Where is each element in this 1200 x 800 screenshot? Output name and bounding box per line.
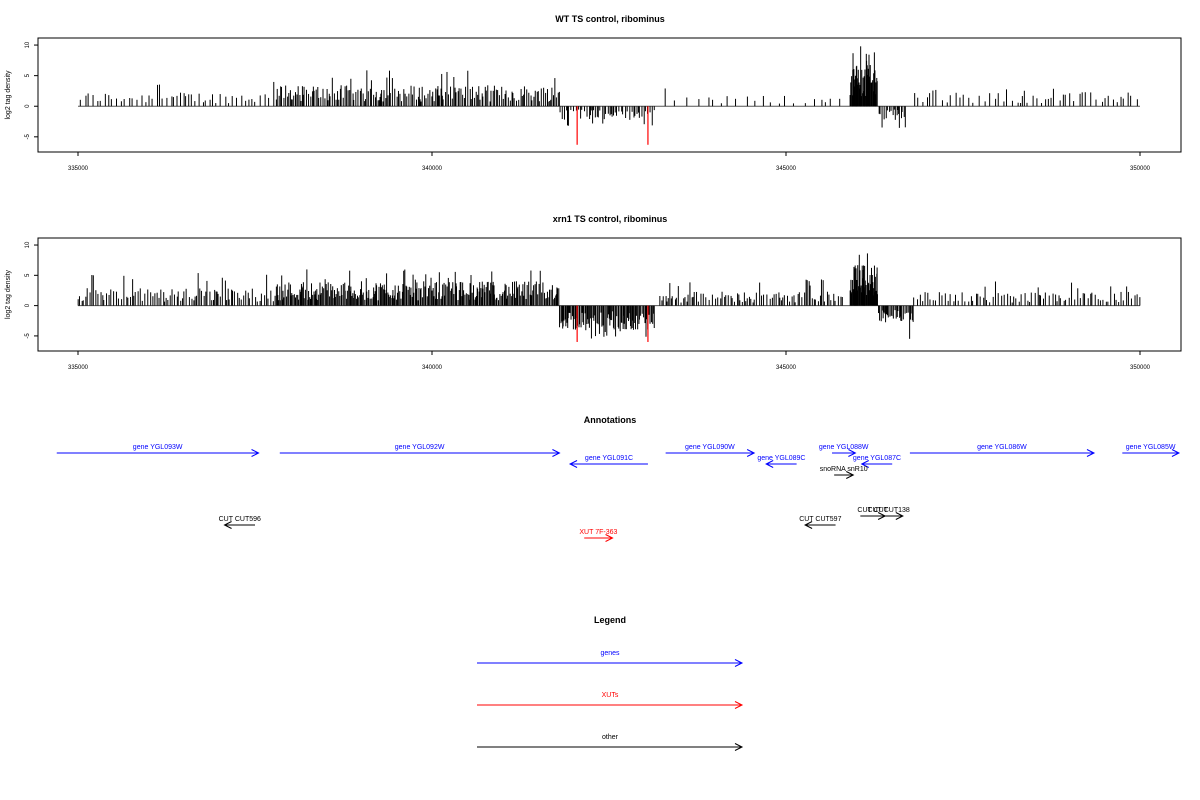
y-tick-label: 10: [25, 41, 31, 48]
x-tick-label: 345000: [776, 365, 797, 371]
y-axis-label: log2 tag density: [5, 70, 12, 120]
feature-arrow-head: [223, 521, 232, 529]
feature-label: gene YGL092W: [395, 444, 445, 451]
feature-arrow-head: [895, 512, 904, 520]
feature-label: gene YGL091C: [585, 455, 633, 462]
feature-arrow-head: [746, 449, 756, 457]
y-tick-label: 0: [25, 104, 31, 108]
feature-arrow-head: [552, 449, 561, 457]
plot-frame: [37, 237, 1182, 352]
feature-label: CUT CUT597: [799, 516, 841, 523]
feature-label: gene YGL086W: [977, 444, 1027, 451]
plot-frame: [37, 37, 1182, 153]
y-tick-label: -5: [25, 133, 31, 139]
annotations-panel: Annotations gene YGL093W gene YGL092W gene …: [56, 415, 1181, 542]
x-tick-label: 335000: [68, 166, 89, 172]
feature-label: gene YGL085W: [1126, 444, 1176, 451]
feature-label: CUT CUT138: [868, 507, 910, 514]
legend-arrow-head: [734, 743, 744, 751]
wt-panel: WT TS control, ribominus -5 0 5 10 log2 tag d…: [5, 14, 1182, 172]
legend-label: XUTs: [602, 692, 619, 699]
feature-arrow-head: [251, 449, 260, 457]
x-tick-label: 345000: [776, 166, 797, 172]
y-tick-label: 5: [25, 273, 31, 277]
feature-label: CUT CUT596: [219, 516, 261, 523]
x-tick-label: 335000: [68, 365, 89, 371]
y-tick-label: 0: [25, 303, 31, 307]
xrn1-panel: xrn1 TS control, ribominus -5 0 5 10 log2 tag…: [5, 214, 1182, 371]
legend-arrow-head: [734, 659, 744, 667]
feature-label: gene YGL087C: [853, 455, 901, 462]
y-axis-label: log2 tag density: [5, 269, 12, 319]
y-tick-label: 5: [25, 73, 31, 77]
feature-arrow-head: [1086, 449, 1096, 457]
feature-arrow-head: [765, 460, 774, 468]
x-tick-label: 350000: [1130, 365, 1151, 371]
feature-arrow-head: [803, 521, 813, 529]
feature-label: snoRNA snR10: [820, 466, 868, 473]
x-tick-label: 340000: [422, 166, 443, 172]
legend-label: other: [602, 734, 619, 741]
feature-label: XUT 7F-363: [579, 529, 617, 536]
feature-label: gene YGL093W: [133, 444, 183, 451]
legend-title: Legend: [594, 615, 626, 625]
chart-title: WT TS control, ribominus: [555, 14, 665, 24]
annotations-title: Annotations: [584, 415, 637, 425]
chart-title: xrn1 TS control, ribominus: [553, 214, 668, 224]
x-tick-label: 340000: [422, 365, 443, 371]
feature-arrow-head: [1171, 449, 1181, 457]
legend-label: genes: [600, 650, 620, 657]
legend-panel: Legend genes XUTs other: [477, 615, 744, 751]
feature-arrow-head: [848, 449, 857, 457]
feature-label: gene YGL088W: [819, 444, 869, 451]
feature-label: gene YGL090W: [685, 444, 735, 451]
feature-arrow-head: [605, 534, 614, 542]
feature-label: gene YGL089C: [757, 455, 805, 462]
feature-arrow-head: [860, 460, 869, 468]
feature-arrow-head: [568, 460, 578, 468]
x-tick-label: 350000: [1130, 166, 1151, 172]
feature-arrow-head: [846, 471, 855, 479]
legend-arrow-head: [734, 701, 744, 709]
y-tick-label: -5: [25, 333, 31, 339]
feature-label: CUT CUT: [857, 507, 888, 514]
y-tick-label: 10: [25, 241, 31, 248]
